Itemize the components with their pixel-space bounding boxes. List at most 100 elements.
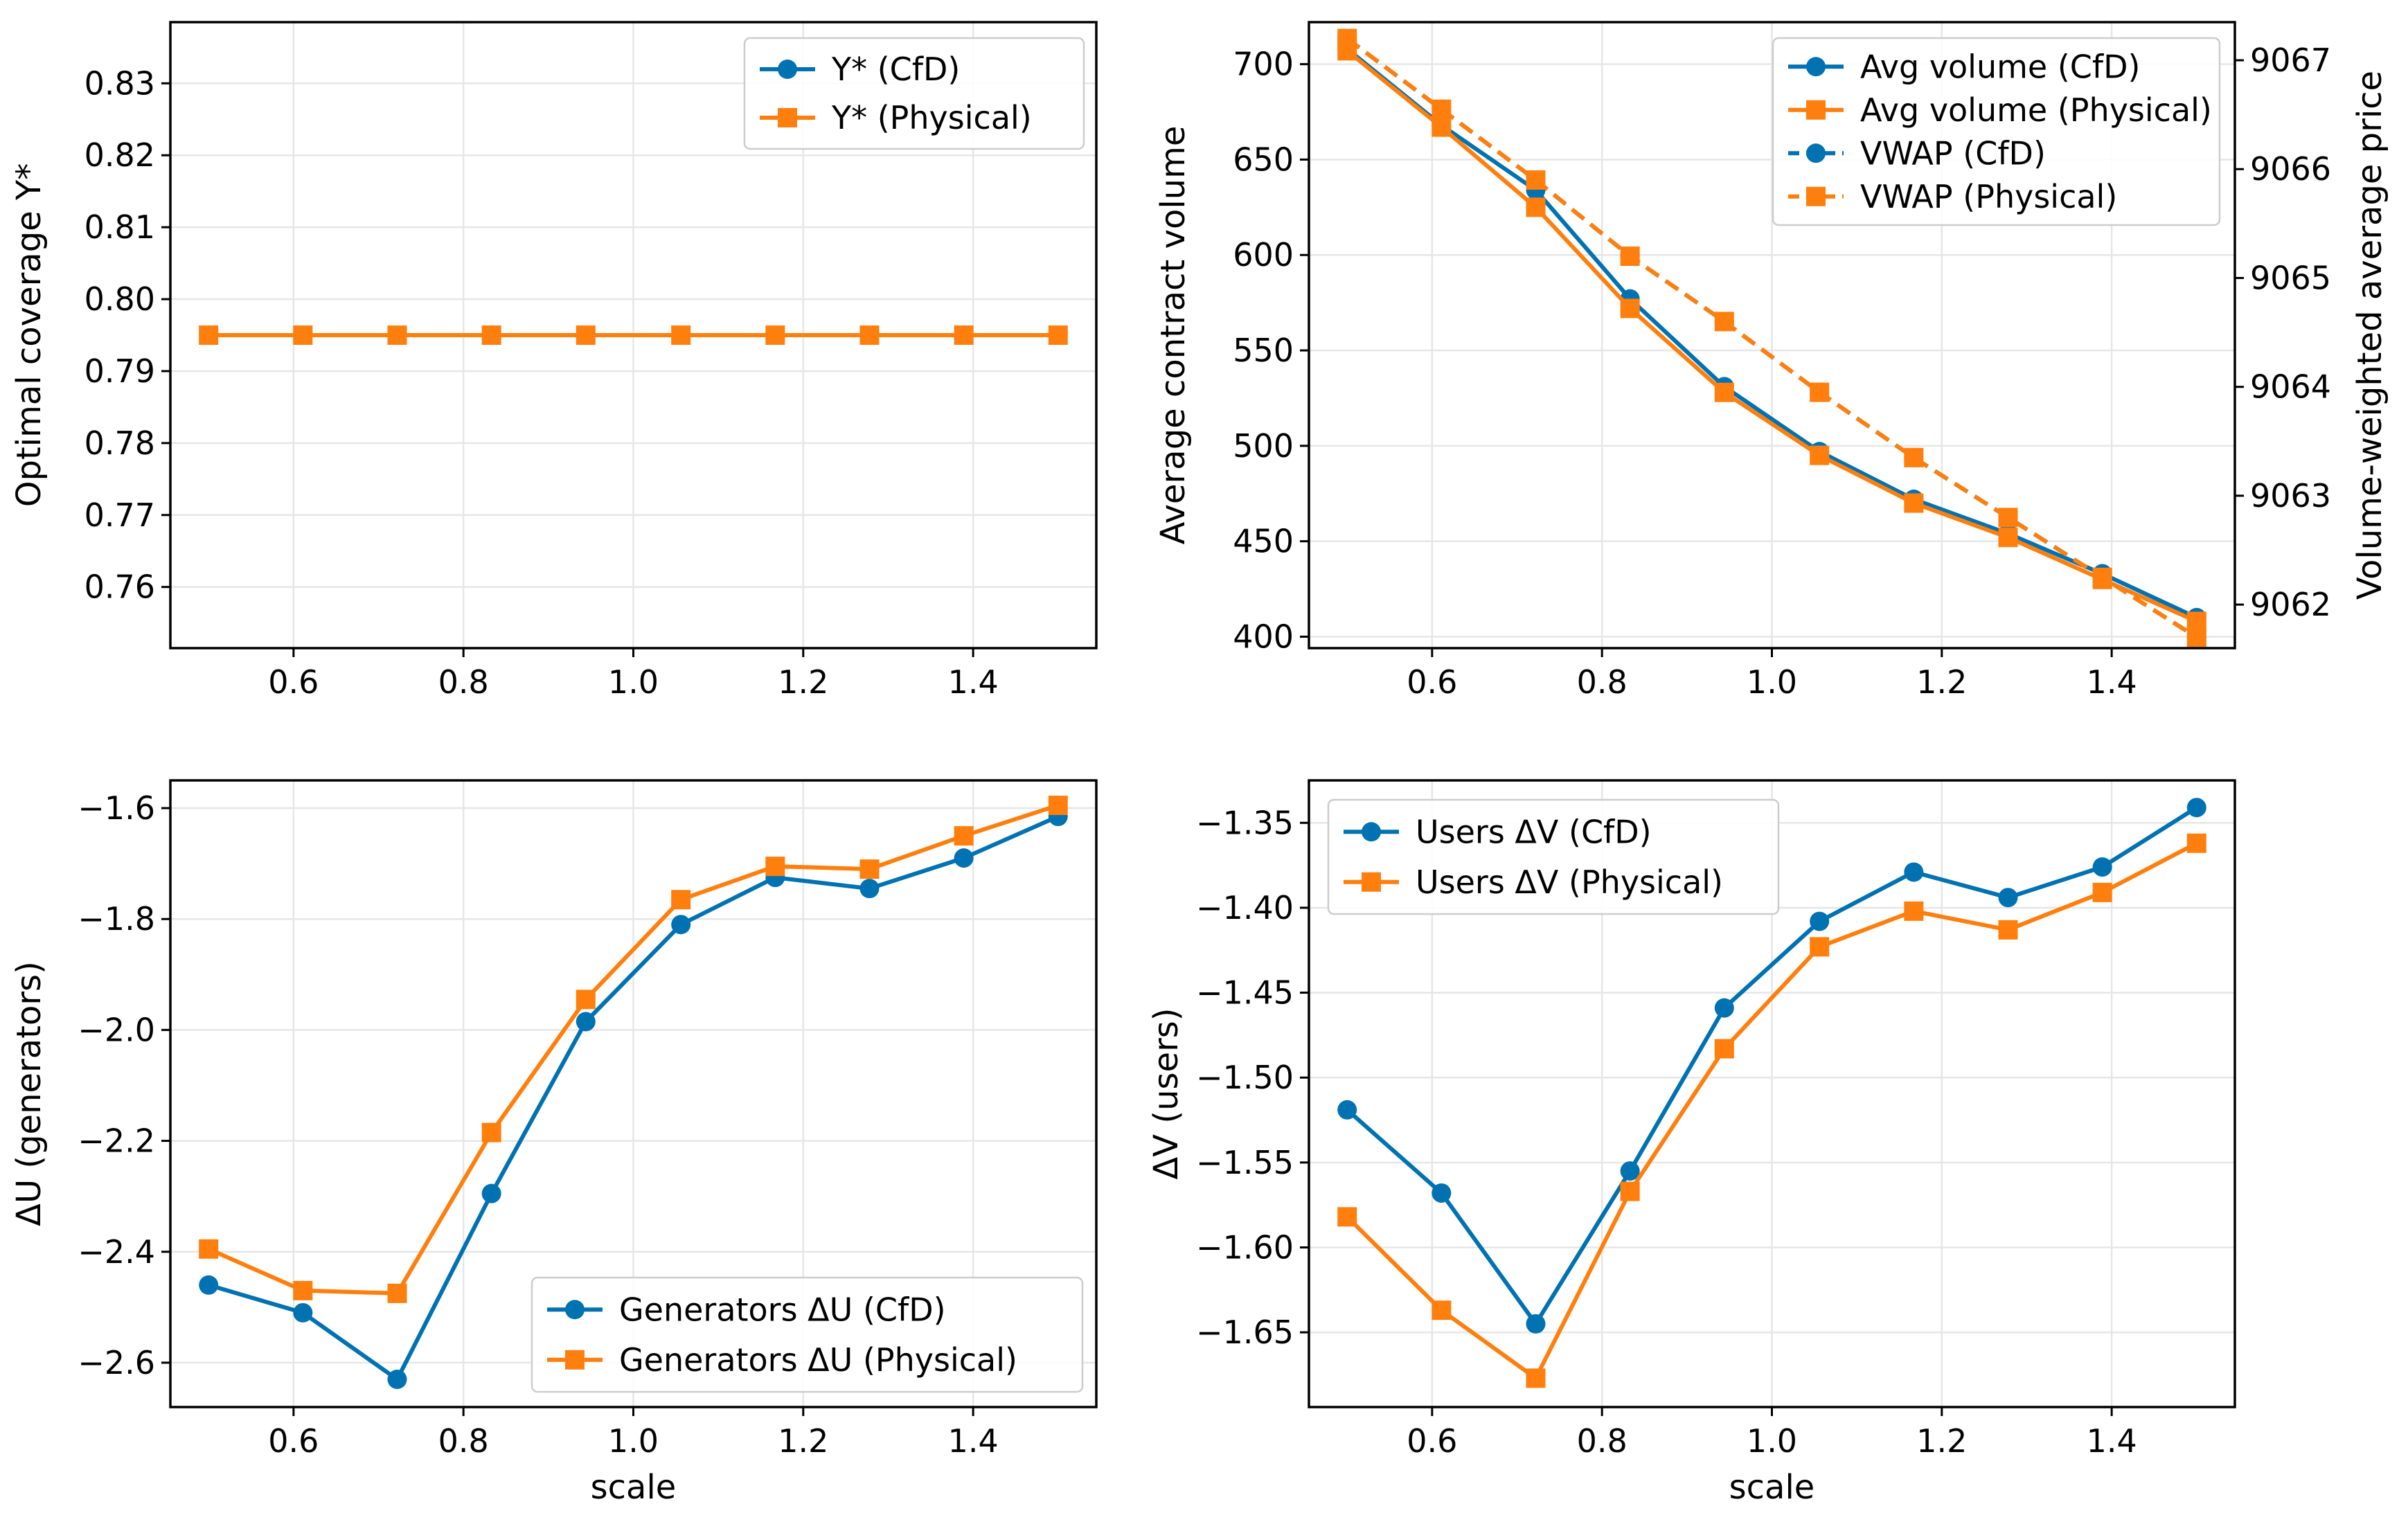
x-axis-users: 0.6 0.8 1.0 1.2 1.4 — [1407, 1407, 2137, 1460]
data-point — [954, 826, 974, 846]
y2-axis-label: Volume-weighted average price — [2351, 71, 2389, 600]
legend-label: Y* (Physical) — [831, 99, 1032, 136]
legend-marker — [565, 1350, 585, 1370]
series-line — [208, 814, 1060, 1381]
x-axis-generators: 0.6 0.8 1.0 1.2 1.4 — [268, 1407, 999, 1460]
x-axis-coverage: 0.6 0.8 1.0 1.2 1.4 — [268, 648, 999, 701]
data-point — [859, 325, 880, 345]
y2-tick-label: 9065 — [2250, 259, 2331, 296]
x-tick-label: 1.4 — [2087, 663, 2137, 701]
data-point — [954, 325, 974, 345]
series-users-1 — [1337, 833, 2206, 1388]
data-point — [1620, 1181, 1640, 1201]
data-point — [1526, 197, 1546, 217]
data-point — [1337, 1100, 1357, 1120]
x-tick-label: 0.8 — [1577, 663, 1627, 701]
legend-box — [1327, 798, 1780, 915]
legend-box — [743, 37, 1085, 150]
legend-box — [1772, 37, 2221, 226]
y-tick-label: 0.82 — [84, 136, 155, 174]
data-point — [1432, 1300, 1452, 1320]
chart-generators: 0.6 0.8 1.0 1.2 1.4 −2.6 −2.4 −2.2 −2.0 −1.8 −1.6 Δ… — [10, 779, 1098, 1507]
data-point — [1620, 1161, 1640, 1181]
data-point — [1714, 998, 1734, 1018]
data-point — [2186, 833, 2206, 853]
x-tick-label: 1.2 — [1916, 1422, 1967, 1460]
x-tick-label: 0.8 — [438, 1422, 489, 1460]
data-point — [1904, 447, 1924, 467]
y-tick-label: 0.76 — [84, 568, 155, 606]
y-tick-label: 0.83 — [84, 64, 155, 102]
legend-label: Avg volume (Physical) — [1860, 91, 2212, 129]
data-point — [2092, 567, 2112, 587]
series-volume-1 — [1337, 41, 2206, 632]
data-point — [293, 325, 313, 345]
y-tick-label: −2.2 — [78, 1122, 155, 1160]
y-axis-label: ΔU (generators) — [10, 961, 48, 1226]
legend-label: Users ΔV (CfD) — [1416, 813, 1652, 850]
data-point — [481, 1122, 501, 1143]
legend-coverage: Y* (CfD) Y* (Physical) — [743, 37, 1085, 150]
data-point — [671, 915, 691, 935]
data-point — [2186, 627, 2206, 647]
x-tick-label: 0.6 — [1407, 663, 1457, 701]
y-tick-label: −2.0 — [78, 1011, 155, 1048]
data-point — [859, 859, 880, 879]
chart-users: 0.6 0.8 1.0 1.2 1.4 −1.65 −1.60 −1.55 −1.50 −1.45… — [1147, 779, 2236, 1507]
data-point — [1337, 28, 1357, 48]
series-users-0 — [1337, 798, 2206, 1334]
y-tick-label: −1.55 — [1196, 1144, 1294, 1181]
series-line — [207, 803, 1059, 1296]
data-point — [1432, 117, 1452, 137]
data-point — [1048, 325, 1068, 345]
y-tick-label: 0.78 — [84, 424, 155, 462]
y-axis-label: ΔV (users) — [1147, 1008, 1186, 1179]
y-tick-label: 0.80 — [84, 280, 155, 318]
series-line — [1346, 805, 2198, 1326]
legend-label: Users ΔV (Physical) — [1416, 863, 1723, 901]
y-axis-coverage: 0.76 0.77 0.78 0.79 0.80 0.81 0.82 0.83 — [84, 64, 170, 606]
data-point — [1904, 862, 1924, 882]
data-point — [1714, 1039, 1734, 1059]
legend-volume: Avg volume (CfD) Avg volume (Physical) VWA… — [1772, 37, 2221, 226]
x-tick-label: 1.0 — [1747, 663, 1797, 701]
y-axis-label: Optimal coverage Y* — [10, 163, 48, 508]
legend-marker — [1806, 143, 1826, 163]
series-line — [1346, 37, 2198, 639]
data-point — [2092, 857, 2112, 877]
data-point — [1526, 1368, 1546, 1388]
data-point — [293, 1302, 313, 1323]
x-tick-label: 0.8 — [1577, 1422, 1627, 1460]
data-point — [481, 325, 501, 345]
legend-marker — [1806, 186, 1826, 206]
y2-tick-label: 9063 — [2250, 477, 2331, 514]
panels: 0.6 0.8 1.0 1.2 1.40.760.770.780.790.800.810… — [10, 21, 2389, 1507]
series-coverage-1 — [199, 325, 1068, 345]
legend-label: Avg volume (CfD) — [1860, 48, 2140, 85]
y-tick-label: −1.40 — [1196, 889, 1294, 926]
legend-label: Generators ΔU (Physical) — [619, 1341, 1017, 1379]
data-point — [765, 325, 785, 345]
y-tick-label: 0.79 — [84, 352, 155, 390]
data-point — [1998, 528, 2018, 548]
x-tick-label: 1.2 — [778, 663, 828, 701]
data-point — [387, 1369, 407, 1389]
legend-marker — [778, 108, 797, 127]
data-point — [2186, 798, 2206, 818]
data-point — [199, 1275, 219, 1295]
x-tick-label: 1.4 — [948, 663, 999, 701]
legend-marker — [1806, 57, 1826, 77]
legend-label: VWAP (CfD) — [1860, 134, 2046, 172]
series-generators-1 — [199, 796, 1068, 1303]
data-point — [199, 1239, 219, 1259]
x-tick-label: 0.6 — [1407, 1422, 1457, 1460]
data-point — [387, 325, 407, 345]
y-tick-label: −1.65 — [1196, 1314, 1294, 1351]
data-point — [765, 857, 785, 877]
x-axis-label: scale — [1729, 1468, 1815, 1507]
x-tick-label: 0.6 — [268, 663, 319, 701]
data-point — [1432, 99, 1452, 119]
data-point — [1998, 920, 2018, 940]
y-tick-label: −1.50 — [1196, 1059, 1294, 1096]
